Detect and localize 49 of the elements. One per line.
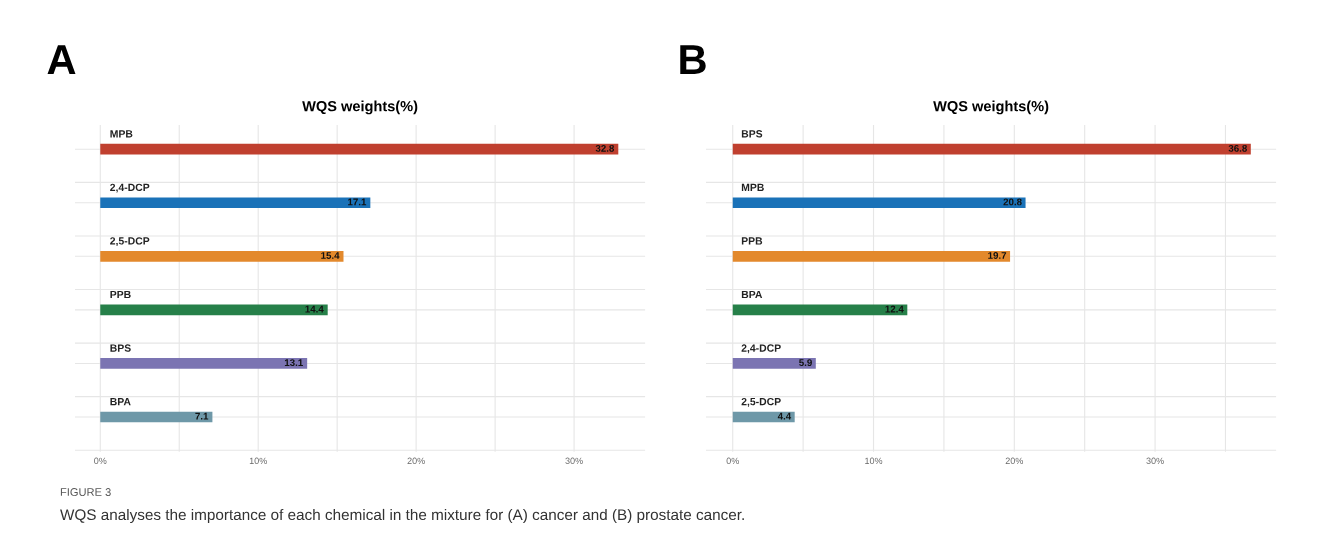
caption: FIGURE 3 (60, 488, 111, 496)
text: B (680, 45, 706, 74)
category-label: MPB (741, 183, 764, 191)
category-label: BPS (110, 344, 131, 352)
data-label: 36.8 (1228, 144, 1247, 152)
category-label: PPB (110, 290, 131, 299)
category-label: 2,5-DCP (110, 237, 150, 247)
category-label: 2,4-DCP (110, 183, 150, 193)
bar (732, 250, 1011, 262)
data-label: 5.9 (799, 359, 812, 367)
x-tick-label: 30% (565, 457, 583, 465)
bar (100, 143, 619, 155)
category-label: BPA (741, 290, 763, 299)
category-label: MPB (110, 130, 133, 138)
x-tick-label: 20% (1005, 457, 1024, 465)
data-label: 17.1 (348, 198, 367, 206)
text: WQS analyses the importance of each chemical in the mixture for (A) cancer and (B) prostate cancer. (60, 508, 744, 524)
data-label: 32.8 (595, 144, 615, 152)
bar (732, 197, 1026, 209)
data-label: 13.1 (284, 359, 303, 367)
data-label: 19.7 (988, 252, 1007, 259)
category-label: 2,5-DCP (741, 397, 781, 407)
bar (732, 143, 1251, 155)
x-tick-label: 0% (94, 457, 107, 465)
data-label: 12.4 (885, 305, 904, 313)
data-label: 4.4 (777, 412, 792, 420)
bar (100, 411, 213, 423)
x-tick-label: 10% (249, 457, 267, 465)
category-label: BPS (741, 130, 763, 138)
x-tick-label: 10% (865, 457, 883, 465)
data-label: 14.4 (305, 305, 324, 313)
data-label: 15.4 (321, 252, 340, 259)
chart-title: WQS weights(%) (933, 100, 1049, 115)
x-tick-label: 0% (726, 457, 739, 465)
text: A (47, 45, 76, 74)
category-label: 2,4-DCP (741, 344, 781, 354)
bar (732, 304, 908, 316)
data-label: 7.1 (195, 412, 209, 420)
data-label: 20.8 (1003, 198, 1022, 206)
bar (100, 358, 308, 369)
category-label: PPB (741, 237, 763, 245)
bar (100, 197, 371, 209)
x-tick-label: 20% (407, 457, 425, 465)
chart-title: WQS weights(%) (302, 100, 418, 115)
bar (100, 304, 328, 316)
bar (100, 250, 344, 262)
bar (732, 358, 816, 369)
x-tick-label: 30% (1146, 457, 1164, 465)
category-label: BPA (110, 398, 131, 406)
